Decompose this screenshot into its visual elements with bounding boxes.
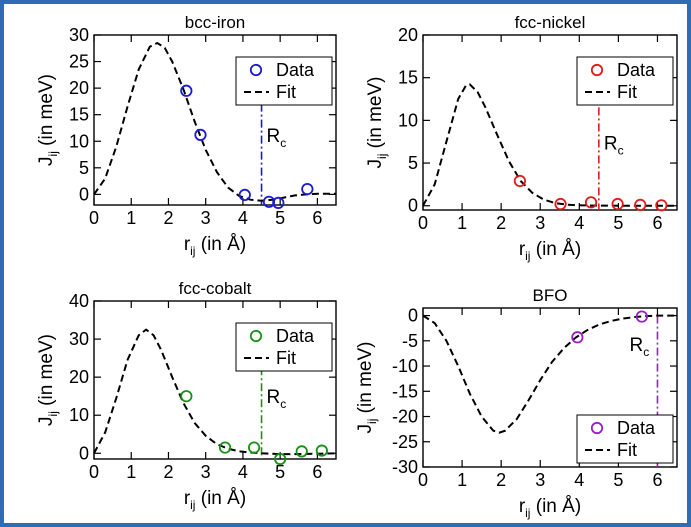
y-tick-label: 5 (79, 158, 89, 178)
y-tick-label: -25 (392, 432, 418, 452)
rc-annotation: Rc (629, 335, 649, 359)
legend-label-fit: Fit (276, 348, 296, 368)
x-axis-label: rij (in Å) (184, 488, 246, 512)
data-point (181, 391, 191, 401)
chart-title: BFO (533, 286, 568, 305)
chart-panel-2: fcc-nickel 0 1 2 3 4 5 6 0 5 10 15 20 rij (in Å) Jij (… (365, 13, 677, 263)
x-tick-label: 3 (535, 213, 545, 233)
y-tick-label: 0 (79, 184, 89, 204)
y-tick-label: 30 (69, 25, 89, 45)
y-tick-label: 20 (69, 367, 89, 387)
chart-panel-1: bcc-iron 0 1 2 3 4 5 6 0 5 10 15 20 25 30 rij (in Å) Jij… (36, 13, 336, 258)
y-axis-label: Jij (in meV) (36, 74, 60, 166)
legend-label-fit: Fit (617, 82, 637, 102)
y-tick-label: -20 (392, 407, 418, 427)
chart-title: fcc-nickel (515, 13, 586, 32)
y-tick-label: 10 (69, 405, 89, 425)
x-tick-label: 1 (457, 470, 467, 490)
legend-label-fit: Fit (617, 440, 637, 460)
y-tick-label: 0 (408, 306, 418, 326)
x-tick-label: 0 (89, 208, 99, 228)
x-tick-label: 4 (238, 462, 248, 482)
y-tick-label: 10 (398, 110, 418, 130)
x-tick-label: 3 (201, 208, 211, 228)
legend-label-data: Data (617, 418, 656, 438)
x-axis-label: rij (in Å) (519, 496, 581, 520)
x-tick-label: 4 (238, 208, 248, 228)
legend-label-fit: Fit (276, 82, 296, 102)
x-tick-label: 4 (574, 470, 584, 490)
chart-title: bcc-iron (185, 13, 245, 32)
data-point (302, 184, 312, 194)
x-tick-label: 6 (652, 213, 662, 233)
y-axis-label: Jij (in meV) (365, 77, 389, 169)
y-tick-label: 5 (408, 153, 418, 173)
x-tick-label: 2 (496, 470, 506, 490)
y-tick-label: -10 (392, 356, 418, 376)
rc-annotation: Rc (267, 126, 287, 150)
x-tick-label: 2 (163, 462, 173, 482)
x-tick-label: 0 (418, 213, 428, 233)
x-tick-label: 6 (312, 462, 322, 482)
legend-label-data: Data (617, 60, 656, 80)
y-tick-label: 40 (69, 291, 89, 311)
x-axis-label: rij (in Å) (184, 234, 246, 258)
x-tick-label: 1 (126, 462, 136, 482)
x-tick-label: 5 (275, 208, 285, 228)
rc-annotation: Rc (604, 133, 624, 157)
chart-title: fcc-cobalt (179, 279, 252, 298)
data-point (612, 199, 622, 209)
x-tick-label: 3 (535, 470, 545, 490)
y-tick-label: -30 (392, 457, 418, 477)
y-tick-label: 0 (408, 196, 418, 216)
x-tick-label: 2 (496, 213, 506, 233)
data-point (297, 446, 307, 456)
y-tick-label: -5 (402, 331, 418, 351)
y-axis-label: Jij (in meV) (36, 334, 60, 426)
x-tick-label: 4 (574, 213, 584, 233)
x-tick-label: 6 (652, 470, 662, 490)
y-axis-label: Jij (in meV) (355, 342, 379, 434)
x-tick-label: 2 (163, 208, 173, 228)
y-tick-label: 20 (69, 78, 89, 98)
x-tick-label: 5 (613, 470, 623, 490)
data-point (249, 442, 259, 452)
x-tick-label: 3 (201, 462, 211, 482)
legend: DataFit (236, 323, 332, 371)
y-tick-label: 10 (69, 131, 89, 151)
data-point (240, 190, 250, 200)
data-point (181, 86, 191, 96)
x-tick-label: 0 (418, 470, 428, 490)
chart-panel-4: BFO 0 1 2 3 4 5 6 0 -5 -10 -15 -20 -25 -30 rij (in Å) Ji… (355, 286, 677, 520)
legend-label-data: Data (276, 326, 315, 346)
x-tick-label: 1 (126, 208, 136, 228)
y-tick-label: 0 (79, 443, 89, 463)
x-tick-label: 5 (613, 213, 623, 233)
y-tick-label: 15 (398, 68, 418, 88)
x-axis-label: rij (in Å) (519, 239, 581, 263)
legend-label-data: Data (276, 60, 315, 80)
x-tick-label: 1 (457, 213, 467, 233)
y-tick-label: -15 (392, 381, 418, 401)
y-tick-label: 30 (69, 329, 89, 349)
y-tick-label: 20 (398, 25, 418, 45)
x-tick-label: 6 (312, 208, 322, 228)
rc-annotation: Rc (267, 387, 287, 411)
chart-panel-3: fcc-cobalt0 1 2 3 4 5 6010203040rij (in Å)Jij … (36, 279, 336, 512)
data-point (515, 176, 525, 186)
x-tick-label: 0 (89, 462, 99, 482)
data-point (220, 442, 230, 452)
y-tick-label: 25 (69, 52, 89, 72)
y-tick-label: 15 (69, 105, 89, 125)
